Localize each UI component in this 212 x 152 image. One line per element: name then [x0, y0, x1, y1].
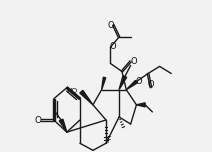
Text: O: O	[136, 77, 142, 86]
Text: F: F	[106, 136, 111, 145]
Polygon shape	[126, 80, 137, 90]
Polygon shape	[59, 119, 67, 132]
Text: O: O	[109, 42, 116, 51]
Text: O: O	[107, 21, 114, 30]
Polygon shape	[119, 76, 127, 90]
Text: O: O	[148, 80, 155, 89]
Text: HO: HO	[66, 88, 78, 94]
Polygon shape	[80, 90, 93, 105]
Polygon shape	[102, 77, 106, 90]
Text: O: O	[130, 57, 137, 66]
Text: O: O	[35, 116, 42, 124]
Polygon shape	[137, 103, 145, 107]
